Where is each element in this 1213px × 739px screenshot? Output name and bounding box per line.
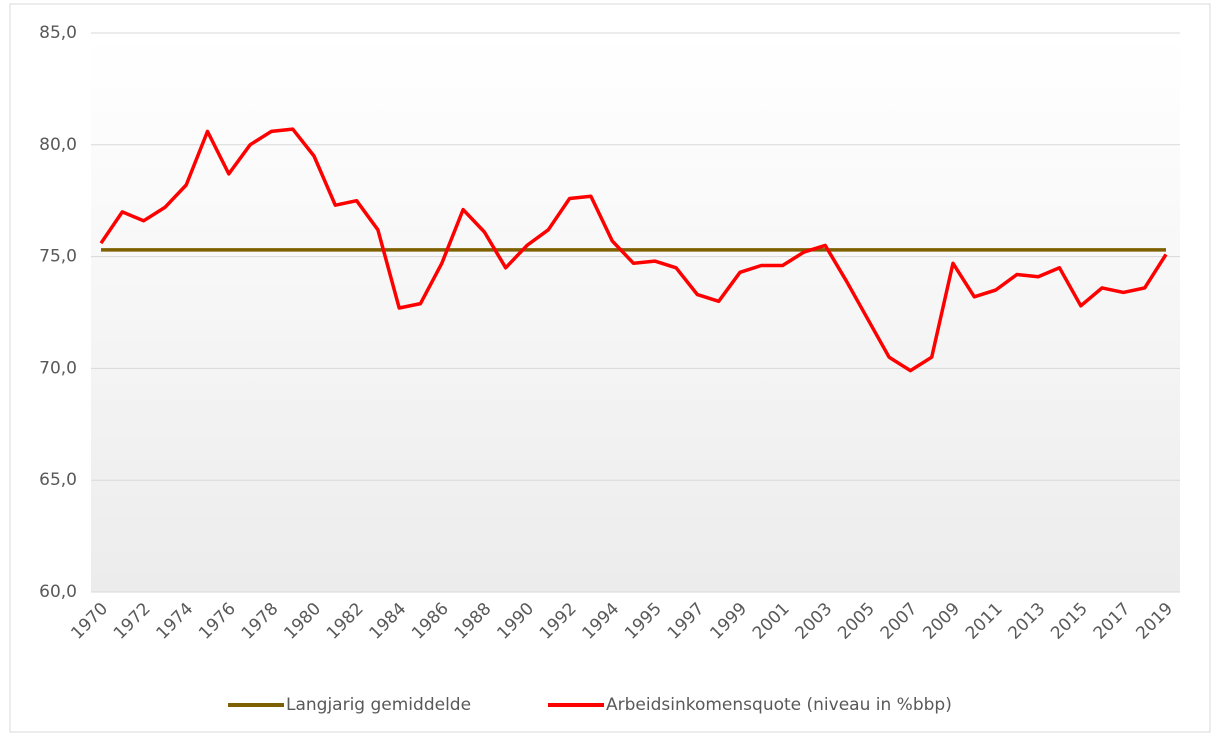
x-tick-label: 2019	[1132, 599, 1177, 644]
x-tick-label: 2015	[1047, 599, 1092, 644]
plot-area	[91, 33, 1180, 592]
line	[99, 127, 1168, 373]
x-tick-label: 1978	[238, 599, 283, 644]
y-tick-label: 60,0	[39, 582, 77, 602]
x-tick-label: 1992	[536, 599, 581, 644]
x-tick-label: 1982	[323, 599, 368, 644]
x-tick-label: 1974	[153, 599, 198, 644]
y-tick-label: 85,0	[39, 23, 77, 43]
x-tick-label: 2017	[1090, 599, 1135, 644]
x-tick-label: 1990	[493, 599, 538, 644]
y-tick-label: 65,0	[39, 470, 77, 490]
x-tick-label: 1972	[110, 599, 155, 644]
x-tick-label: 2007	[877, 599, 922, 644]
x-tick-label: 2001	[749, 599, 794, 644]
x-tick-label: 2003	[792, 599, 837, 644]
x-tick-label: 1999	[706, 599, 751, 644]
x-tick-label: 1988	[451, 599, 496, 644]
x-tick-label: 1976	[195, 599, 240, 644]
x-tick-label: 2013	[1005, 599, 1050, 644]
x-tick-label: 1970	[67, 599, 112, 644]
x-tick-label: 2005	[834, 599, 879, 644]
y-tick-label: 75,0	[39, 247, 77, 267]
y-tick-label: 80,0	[39, 135, 77, 155]
x-tick-label: 2009	[919, 599, 964, 644]
x-tick-label: 1980	[280, 599, 325, 644]
x-tick-label: 1995	[621, 599, 666, 644]
x-tick-label: 1984	[366, 599, 411, 644]
x-tick-label: 1997	[664, 599, 709, 644]
legend-label: Langjarig gemiddelde	[286, 695, 471, 715]
x-tick-label: 2011	[962, 599, 1007, 644]
x-tick-label: 1994	[579, 599, 624, 644]
y-tick-label: 70,0	[39, 358, 77, 378]
chart-border	[9, 3, 1211, 733]
legend-label: Arbeidsinkomensquote (niveau in %bbp)	[606, 695, 952, 715]
x-tick-label: 1986	[408, 599, 453, 644]
